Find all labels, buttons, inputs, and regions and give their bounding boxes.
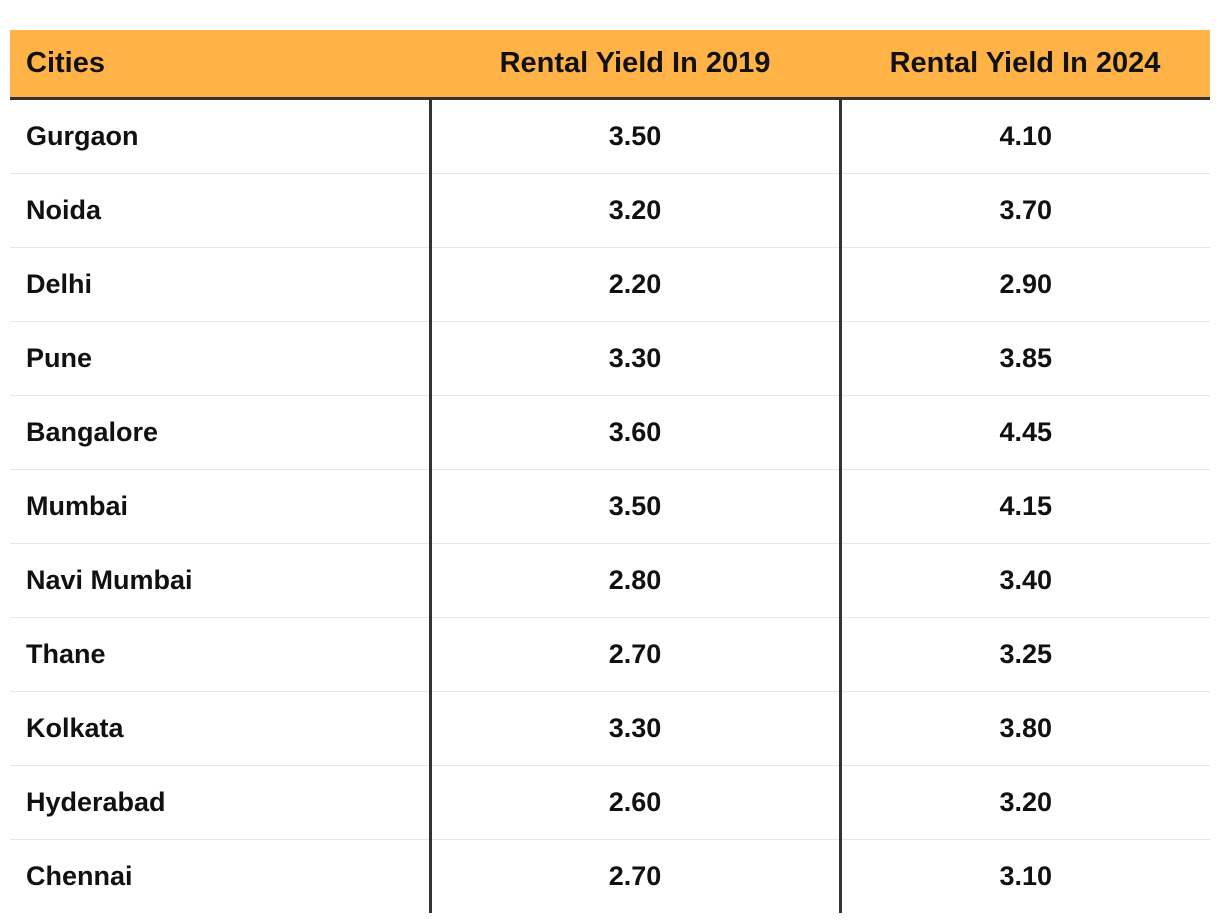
yield-2024-cell: 4.10 xyxy=(840,98,1210,174)
yield-2024-cell: 4.45 xyxy=(840,395,1210,470)
table-row: Kolkata 3.30 3.80 xyxy=(10,691,1210,766)
table-row: Noida 3.20 3.70 xyxy=(10,173,1210,248)
city-cell: Bangalore xyxy=(10,395,432,470)
city-cell: Thane xyxy=(10,617,432,692)
yield-2024-cell: 4.15 xyxy=(840,469,1210,544)
city-cell: Gurgaon xyxy=(10,98,432,174)
column-header-yield-2024: Rental Yield In 2024 xyxy=(840,30,1210,100)
yield-2019-cell: 3.50 xyxy=(430,469,842,544)
yield-2019-cell: 2.70 xyxy=(430,617,842,692)
yield-2024-cell: 3.70 xyxy=(840,173,1210,248)
city-cell: Kolkata xyxy=(10,691,432,766)
yield-2019-cell: 3.20 xyxy=(430,173,842,248)
yield-2019-cell: 3.30 xyxy=(430,691,842,766)
yield-2019-cell: 3.60 xyxy=(430,395,842,470)
yield-2024-cell: 3.85 xyxy=(840,321,1210,396)
city-cell: Chennai xyxy=(10,839,432,913)
rental-yield-table: Cities Rental Yield In 2019 Rental Yield… xyxy=(10,30,1210,913)
yield-2019-cell: 2.80 xyxy=(430,543,842,618)
city-cell: Pune xyxy=(10,321,432,396)
header-row: Cities Rental Yield In 2019 Rental Yield… xyxy=(10,30,1210,100)
table-row: Chennai 2.70 3.10 xyxy=(10,839,1210,913)
rental-yield-table-container: Cities Rental Yield In 2019 Rental Yield… xyxy=(10,30,1210,913)
yield-2019-cell: 2.60 xyxy=(430,765,842,840)
table-row: Navi Mumbai 2.80 3.40 xyxy=(10,543,1210,618)
yield-2019-cell: 3.50 xyxy=(430,98,842,174)
yield-2024-cell: 3.80 xyxy=(840,691,1210,766)
table-row: Delhi 2.20 2.90 xyxy=(10,247,1210,322)
yield-2024-cell: 3.40 xyxy=(840,543,1210,618)
table-row: Bangalore 3.60 4.45 xyxy=(10,395,1210,470)
yield-2024-cell: 3.20 xyxy=(840,765,1210,840)
city-cell: Hyderabad xyxy=(10,765,432,840)
table-header: Cities Rental Yield In 2019 Rental Yield… xyxy=(10,30,1210,100)
table-row: Hyderabad 2.60 3.20 xyxy=(10,765,1210,840)
city-cell: Delhi xyxy=(10,247,432,322)
table-row: Mumbai 3.50 4.15 xyxy=(10,469,1210,544)
table-row: Pune 3.30 3.85 xyxy=(10,321,1210,396)
yield-2019-cell: 2.20 xyxy=(430,247,842,322)
column-header-yield-2019: Rental Yield In 2019 xyxy=(430,30,840,100)
yield-2024-cell: 3.10 xyxy=(999,861,1053,891)
city-cell: Navi Mumbai xyxy=(10,543,432,618)
yield-2024-cell: 3.25 xyxy=(840,617,1210,692)
table-row: Gurgaon 3.50 4.10 xyxy=(10,98,1210,174)
table-row: Thane 2.70 3.25 xyxy=(10,617,1210,692)
column-header-cities: Cities xyxy=(10,30,430,100)
yield-2024-cell: 2.90 xyxy=(840,247,1210,322)
city-cell: Mumbai xyxy=(10,469,432,544)
city-cell: Noida xyxy=(10,173,432,248)
yield-2019-cell: 2.70 xyxy=(430,839,842,913)
table-body: Gurgaon 3.50 4.10 Noida 3.20 3.70 Delhi 2.20 2.9… xyxy=(10,98,1210,913)
yield-2019-cell: 3.30 xyxy=(430,321,842,396)
